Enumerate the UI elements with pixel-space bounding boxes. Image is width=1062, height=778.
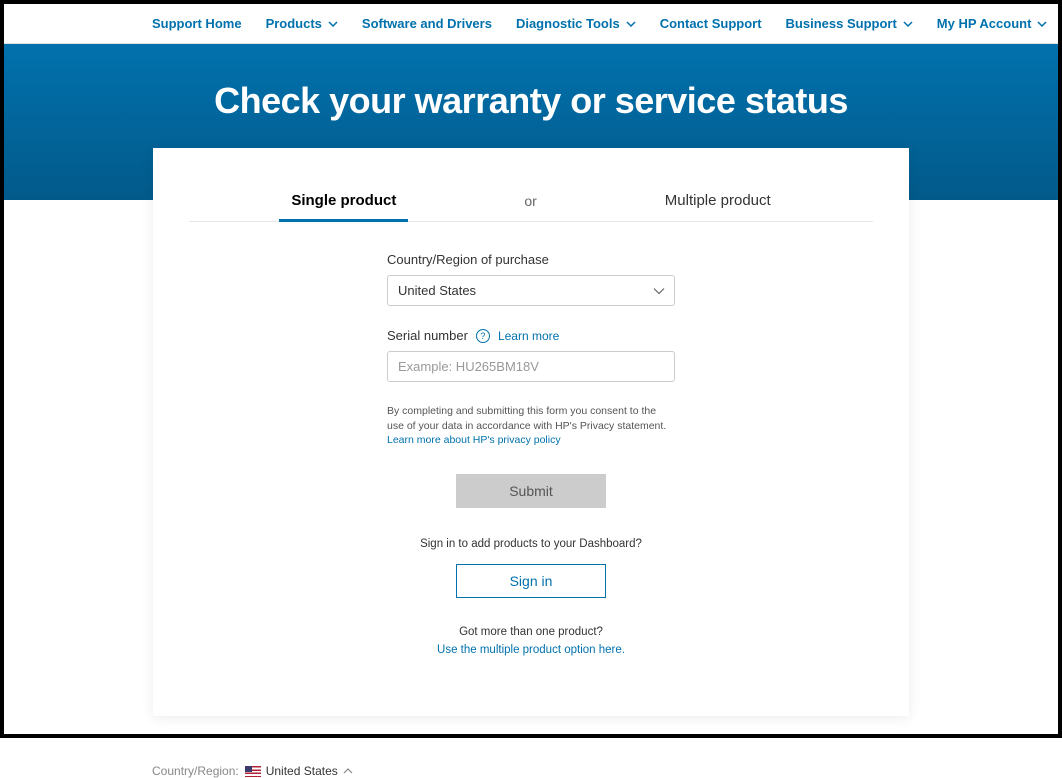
nav-contact-support[interactable]: Contact Support	[660, 16, 762, 31]
consent-text: By completing and submitting this form y…	[387, 404, 675, 448]
signin-button[interactable]: Sign in	[456, 564, 606, 598]
us-flag-icon	[245, 766, 261, 777]
footer-label: Country/Region:	[152, 764, 239, 778]
nav-products[interactable]: Products	[266, 16, 338, 31]
nav-label: Products	[266, 16, 322, 31]
tab-single-product[interactable]: Single product	[291, 192, 396, 221]
help-icon[interactable]: ?	[476, 329, 490, 343]
country-label: Country/Region of purchase	[387, 252, 675, 267]
nav-label: My HP Account	[937, 16, 1032, 31]
country-value: United States	[398, 283, 476, 298]
serial-number-input[interactable]	[387, 351, 675, 382]
form-container: Country/Region of purchase United States…	[387, 252, 675, 656]
nav-my-hp-account[interactable]: My HP Account	[937, 16, 1048, 31]
country-region-selector[interactable]: United States	[245, 764, 353, 778]
serial-label: Serial number	[387, 328, 468, 343]
privacy-policy-link[interactable]: Learn more about HP's privacy policy	[387, 434, 561, 446]
top-nav: Support Home Products Software and Drive…	[4, 4, 1058, 44]
nav-support-home[interactable]: Support Home	[152, 16, 242, 31]
chevron-down-icon	[328, 21, 338, 27]
product-tabs: Single product or Multiple product	[189, 192, 873, 222]
footer-country-value: United States	[266, 764, 338, 778]
page-title: Check your warranty or service status	[4, 80, 1058, 122]
nav-label: Diagnostic Tools	[516, 16, 620, 31]
chevron-down-icon	[1037, 21, 1047, 27]
country-select[interactable]: United States	[387, 275, 675, 306]
nav-label: Contact Support	[660, 16, 762, 31]
nav-label: Support Home	[152, 16, 242, 31]
nav-label: Software and Drivers	[362, 16, 492, 31]
learn-more-link[interactable]: Learn more	[498, 329, 559, 343]
tab-separator: or	[524, 193, 536, 209]
tab-multiple-product[interactable]: Multiple product	[665, 192, 771, 221]
multiple-product-prompt: Got more than one product?	[387, 626, 675, 638]
warranty-form-card: Single product or Multiple product Count…	[153, 148, 909, 716]
chevron-down-icon	[903, 21, 913, 27]
multiple-product-link[interactable]: Use the multiple product option here.	[387, 644, 675, 656]
nav-business-support[interactable]: Business Support	[786, 16, 913, 31]
signin-prompt: Sign in to add products to your Dashboar…	[387, 538, 675, 550]
chevron-up-icon	[343, 768, 353, 774]
footer: Country/Region: United States	[4, 764, 1058, 778]
chevron-down-icon	[626, 21, 636, 27]
nav-label: Business Support	[786, 16, 897, 31]
submit-button[interactable]: Submit	[456, 474, 606, 508]
nav-diagnostic-tools[interactable]: Diagnostic Tools	[516, 16, 636, 31]
nav-software-drivers[interactable]: Software and Drivers	[362, 16, 492, 31]
